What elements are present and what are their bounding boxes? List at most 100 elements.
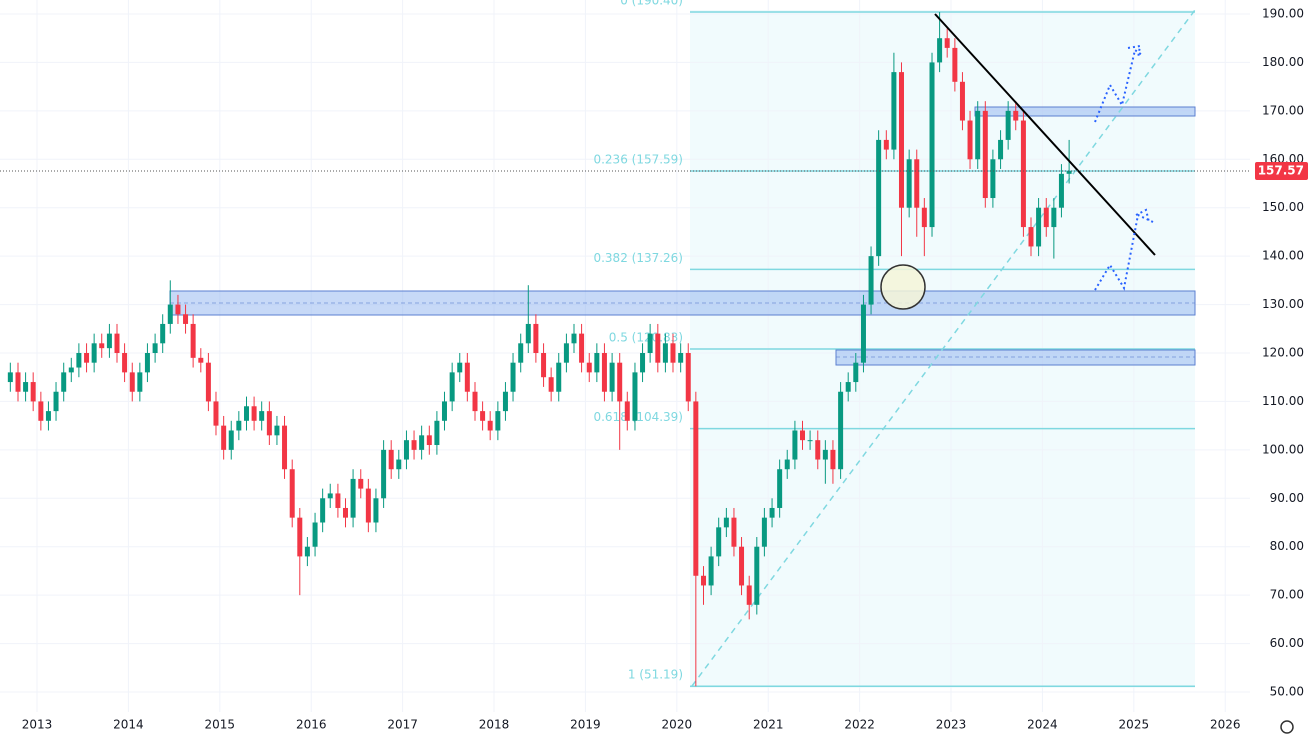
projection-arrow <box>1094 44 1143 123</box>
candle-body <box>998 139 1004 160</box>
candle-body <box>30 382 36 402</box>
x-tick-label: 2026 <box>1210 718 1241 732</box>
candle-body <box>91 343 97 363</box>
candle-body <box>1005 110 1011 140</box>
candle-body <box>320 498 326 523</box>
candle-body <box>609 362 615 392</box>
y-tick-label: 190.00 <box>1262 6 1304 20</box>
candle-body <box>419 435 425 450</box>
y-tick-label: 130.00 <box>1262 297 1304 311</box>
candle-body <box>937 38 943 63</box>
fib-label: 0.382 (137.26) <box>593 251 683 265</box>
candle-body <box>23 382 29 392</box>
candle-body <box>883 139 889 150</box>
y-tick-label: 150.00 <box>1262 200 1304 214</box>
candle-body <box>160 323 166 344</box>
y-tick-label: 120.00 <box>1262 345 1304 359</box>
settings-icon[interactable] <box>1280 720 1294 734</box>
candle-body <box>1028 227 1034 247</box>
candle-body <box>129 372 135 392</box>
candle-body <box>739 546 745 586</box>
fib-label: 0.5 (120.83) <box>609 330 683 344</box>
candle-body <box>1051 207 1057 228</box>
candle-body <box>449 372 455 402</box>
candle-body <box>975 110 981 160</box>
candle-body <box>777 469 783 508</box>
candle-body <box>860 304 866 363</box>
candle-body <box>541 352 547 378</box>
y-tick-label: 140.00 <box>1262 249 1304 263</box>
x-tick-label: 2025 <box>1119 718 1150 732</box>
candle-body <box>579 333 585 363</box>
candle-body <box>381 449 387 499</box>
candle-body <box>304 546 310 557</box>
candle-body <box>1013 110 1019 121</box>
candle-body <box>373 498 379 523</box>
candle-body <box>525 323 531 344</box>
y-tick-label: 110.00 <box>1262 394 1304 408</box>
candle-body <box>982 110 988 199</box>
candle-body <box>7 372 13 383</box>
candle-body <box>152 343 158 353</box>
candle-body <box>236 420 242 431</box>
candle-body <box>563 343 569 363</box>
candle-body <box>708 556 714 586</box>
candle-body <box>647 333 653 353</box>
candle-body <box>167 304 173 324</box>
candle-body <box>662 343 668 363</box>
candle-body <box>678 352 684 363</box>
candle-body <box>1036 207 1042 247</box>
candle-body <box>335 493 341 508</box>
candle-body <box>358 478 364 489</box>
highlight-circle <box>880 264 926 310</box>
candle-body <box>868 256 874 305</box>
candle-body <box>259 411 265 421</box>
candle-body <box>640 352 646 373</box>
candle-body <box>693 401 699 576</box>
x-tick-label: 2024 <box>1027 718 1058 732</box>
candle-body <box>1020 120 1026 228</box>
candle-body <box>959 81 965 121</box>
candle-body <box>122 352 128 373</box>
x-tick-label: 2020 <box>662 718 693 732</box>
fib-label: 0.236 (157.59) <box>593 152 683 166</box>
candle-body <box>244 406 250 421</box>
candle-body <box>807 440 813 442</box>
candle-body <box>571 333 577 344</box>
y-tick-label: 90.00 <box>1270 491 1304 505</box>
candle-body <box>655 333 661 363</box>
candle-body <box>1043 207 1049 228</box>
candle-body <box>929 62 935 228</box>
candle-body <box>898 72 904 208</box>
candle-body <box>137 372 143 392</box>
candle-body <box>365 488 371 523</box>
x-tick-label: 2015 <box>205 718 236 732</box>
candle-body <box>434 420 440 446</box>
candle-body <box>533 323 539 353</box>
fib-label: 0.618 (104.39) <box>593 410 683 424</box>
candle-body <box>586 362 592 373</box>
candle-body <box>701 575 707 586</box>
candle-body <box>464 362 470 392</box>
candle-body <box>183 314 189 324</box>
candle-body <box>342 507 348 518</box>
zone <box>835 349 1196 366</box>
x-tick-label: 2019 <box>570 718 601 732</box>
candle-body <box>853 362 859 383</box>
candle-body <box>594 352 600 373</box>
candle-body <box>746 585 752 605</box>
last-price-label: 157.57 <box>1258 164 1304 178</box>
y-tick-label: 80.00 <box>1270 539 1304 553</box>
candle-body <box>952 47 958 82</box>
candle-body <box>213 401 219 426</box>
candle-body <box>441 401 447 421</box>
candle-body <box>556 362 562 392</box>
candles <box>7 12 1072 687</box>
candle-body <box>754 546 760 605</box>
candle-body <box>426 435 432 446</box>
candle-body <box>716 527 722 557</box>
candle-body <box>114 333 120 353</box>
candle-body <box>266 411 272 436</box>
candle-body <box>761 517 767 547</box>
x-tick-label: 2016 <box>296 718 327 732</box>
